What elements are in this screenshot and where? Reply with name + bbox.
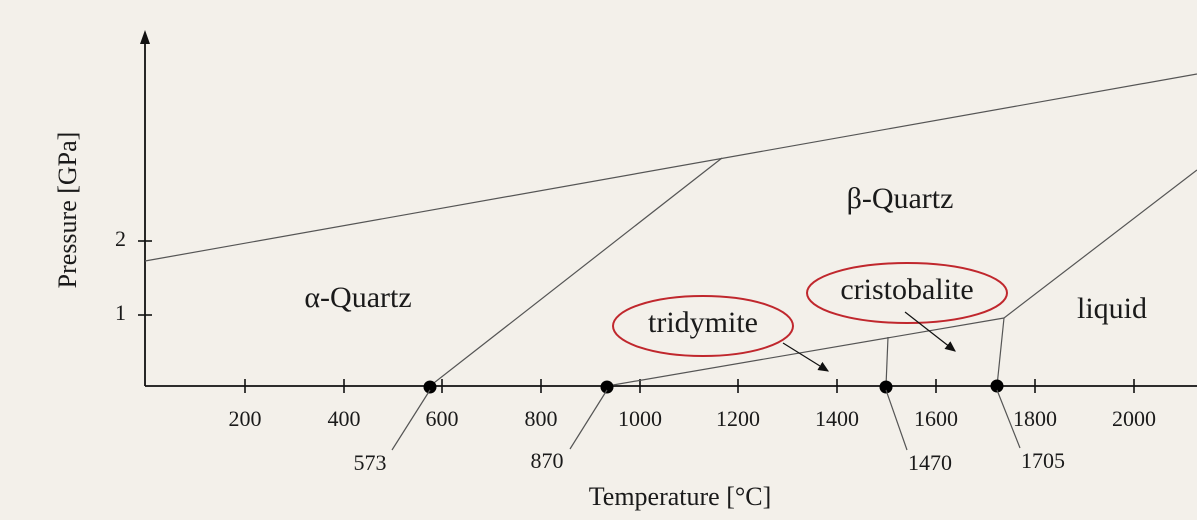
boundary	[144, 73, 1197, 262]
y-axis-title: Pressure [GPa]	[53, 132, 82, 289]
x-tick-label: 1800	[1013, 406, 1057, 431]
point-label: 573	[354, 450, 387, 475]
arrow	[904, 311, 956, 352]
point-label: 1470	[908, 450, 952, 475]
point	[600, 380, 614, 394]
region-label: liquid	[1077, 292, 1147, 325]
phase-boundaries	[144, 73, 1197, 387]
point	[879, 380, 893, 394]
region-label: β-Quartz	[847, 182, 954, 215]
x-tick-label: 400	[328, 406, 361, 431]
y-tick-label: 2	[115, 226, 126, 251]
region-label: tridymite	[648, 306, 758, 339]
x-ticks	[138, 240, 1135, 393]
region-label: cristobalite	[840, 273, 973, 306]
x-tick-label: 1600	[914, 406, 958, 431]
x-tick-label: 1200	[716, 406, 760, 431]
x-tick-label: 800	[525, 406, 558, 431]
leader	[996, 389, 1021, 449]
leader	[885, 389, 908, 451]
y-axis-arrow	[140, 30, 150, 44]
point-label: 1705	[1021, 448, 1065, 473]
x-tick-label: 600	[426, 406, 459, 431]
x-tick-label: 1400	[815, 406, 859, 431]
highlight-ellipse	[806, 262, 1008, 324]
point-label: 870	[531, 448, 564, 473]
y-tick-label: 1	[115, 300, 126, 325]
leader	[569, 389, 608, 450]
x-axis-title: Temperature [°C]	[589, 482, 772, 511]
boundary	[885, 336, 889, 387]
x-tick-label: 2000	[1112, 406, 1156, 431]
boundary	[606, 317, 1005, 387]
point	[423, 380, 437, 394]
point	[990, 379, 1004, 393]
boundary	[996, 317, 1005, 387]
arrow	[782, 342, 830, 372]
x-tick-label: 1000	[618, 406, 662, 431]
boundary	[1003, 169, 1197, 319]
highlight-ellipse	[612, 295, 794, 357]
boundary	[429, 157, 723, 387]
leader	[391, 389, 431, 451]
region-label: α-Quartz	[304, 281, 411, 314]
transition-points	[423, 379, 1004, 394]
x-tick-label: 200	[229, 406, 262, 431]
